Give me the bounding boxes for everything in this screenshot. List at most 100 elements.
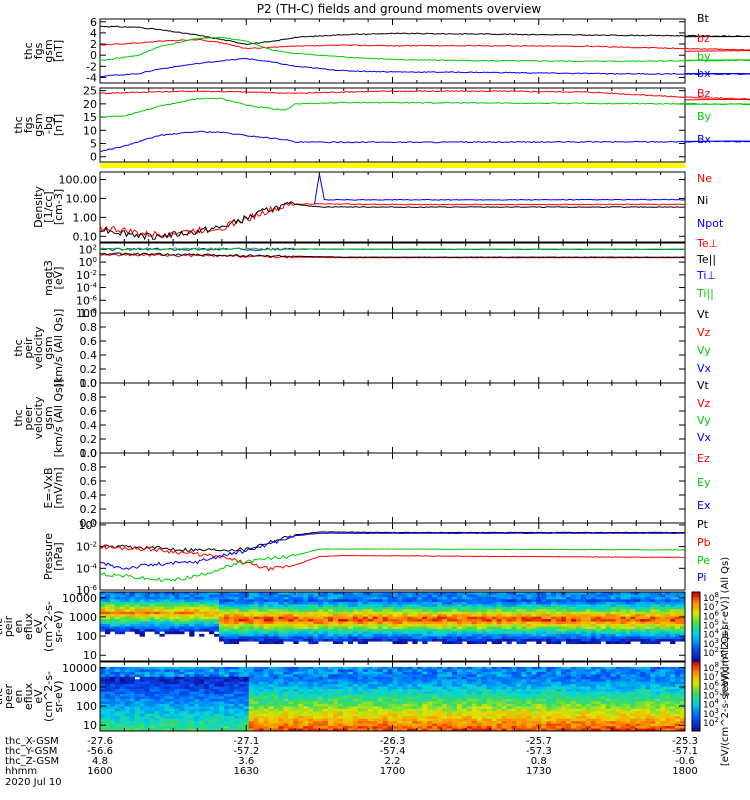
spectrogram-cell [342, 671, 349, 675]
spectrogram-cell [243, 638, 250, 642]
spectrogram-cell [461, 628, 468, 632]
spectrogram-cell [402, 621, 408, 625]
spectrogram-cell [585, 638, 592, 642]
spectrogram-cell [670, 596, 676, 600]
spectrogram-cell [561, 638, 567, 642]
spectrogram-cell [407, 684, 413, 687]
spectrogram-cell [660, 614, 666, 617]
spectrogram-cell [248, 721, 254, 724]
spectrogram-cell [100, 703, 106, 707]
spectrogram-cell [521, 626, 527, 630]
spectrogram-cell [610, 596, 616, 600]
spectrogram-cell [164, 708, 170, 712]
spectrogram-cell [372, 636, 378, 640]
spectrogram-cell [447, 669, 453, 673]
spectrogram-cell [179, 721, 185, 724]
spectrogram-cell [313, 619, 319, 622]
colorbar-cell [692, 707, 700, 710]
spectrogram-cell [313, 711, 319, 715]
spectrogram-cell [342, 606, 349, 610]
spectrogram-cell [372, 706, 378, 710]
spectrogram-cell [615, 636, 621, 640]
spectrogram-cell [372, 594, 378, 598]
spectrogram-cell [114, 599, 121, 603]
spectrogram-cell [506, 611, 512, 615]
spectrogram-cell [397, 713, 403, 717]
spectrogram-cell [437, 689, 443, 692]
spectrogram-cell [169, 596, 175, 600]
spectrogram-cell [580, 604, 587, 608]
spectrogram-cell [342, 698, 349, 702]
spectrogram-cell [466, 619, 473, 622]
spectrogram-cell [223, 631, 230, 635]
spectrogram-cell [605, 604, 611, 608]
spectrogram-cell [318, 624, 324, 627]
spectrogram-cell [159, 728, 165, 732]
y-axis-label: gsm [42, 336, 55, 359]
spectrogram-cell [461, 621, 468, 625]
colorbar-cell [692, 699, 700, 702]
spectrogram-cell [159, 669, 165, 673]
spectrogram-cell [561, 628, 567, 632]
spectrogram-cell [377, 676, 383, 680]
spectrogram-cell [218, 666, 225, 670]
spectrogram-cell [640, 592, 646, 595]
spectrogram-cell [288, 628, 294, 632]
spectrogram-cell [536, 619, 542, 622]
spectrogram-cell [129, 621, 136, 625]
spectrogram-cell [427, 671, 433, 675]
spectrogram-cell [218, 599, 225, 603]
spectrogram-cell [600, 601, 606, 605]
spectrogram-cell [169, 698, 175, 702]
spectrogram-cell [566, 624, 572, 627]
spectrogram-cell [496, 633, 502, 637]
spectrogram-cell [218, 609, 225, 613]
spectrogram-cell [298, 606, 304, 610]
spectrogram-cell [377, 716, 383, 719]
spectrogram-cell [506, 633, 512, 637]
spectrogram-cell [377, 691, 383, 695]
spectrogram-cell [387, 701, 393, 705]
spectrogram-cell [268, 604, 274, 608]
spectrogram-cell [303, 676, 309, 680]
spectrogram-cell [392, 601, 398, 605]
spectrogram-cell [357, 604, 364, 608]
spectrogram-cell [640, 604, 646, 608]
spectrogram-cell [476, 624, 483, 627]
spectrogram-cell [575, 621, 582, 625]
spectrogram-cell [204, 698, 210, 702]
spectrogram-cell [328, 703, 334, 707]
spectrogram-cell [342, 674, 349, 678]
spectrogram-cell [367, 606, 373, 610]
spectrogram-cell [214, 721, 220, 724]
spectrogram-cell [372, 713, 378, 717]
spectrogram-cell [362, 711, 369, 715]
spectrogram-cell [337, 606, 344, 610]
spectrogram-cell [174, 721, 180, 724]
legend-entry: Ti⊥ [696, 269, 716, 282]
spectrogram-cell [491, 599, 497, 603]
spectrogram-cell [104, 606, 111, 610]
spectrogram-cell [199, 614, 205, 617]
spectrogram-cell [580, 592, 587, 595]
spectrogram-cell [412, 638, 418, 642]
spectrogram-cell [308, 708, 314, 712]
spectrogram-cell [392, 691, 398, 695]
spectrogram-cell [278, 614, 284, 617]
spectrogram-cell [119, 708, 126, 712]
spectrogram-cell [283, 636, 289, 640]
spectrogram-cell [313, 696, 319, 700]
spectrogram-cell [214, 701, 220, 705]
spectrogram-cell [471, 596, 478, 600]
spectrogram-cell [511, 636, 517, 640]
spectrogram-cell [437, 711, 443, 715]
spectrogram-cell [293, 596, 299, 600]
spectrogram-cell [451, 601, 458, 605]
colorbar-cell [692, 596, 700, 599]
spectrogram-cell [159, 713, 165, 717]
spectrogram-cell [417, 604, 423, 608]
spectrogram-cell [367, 691, 373, 695]
spectrogram-cell [442, 609, 448, 613]
spectrogram-cell [412, 691, 418, 695]
spectrogram-cell [580, 606, 587, 610]
